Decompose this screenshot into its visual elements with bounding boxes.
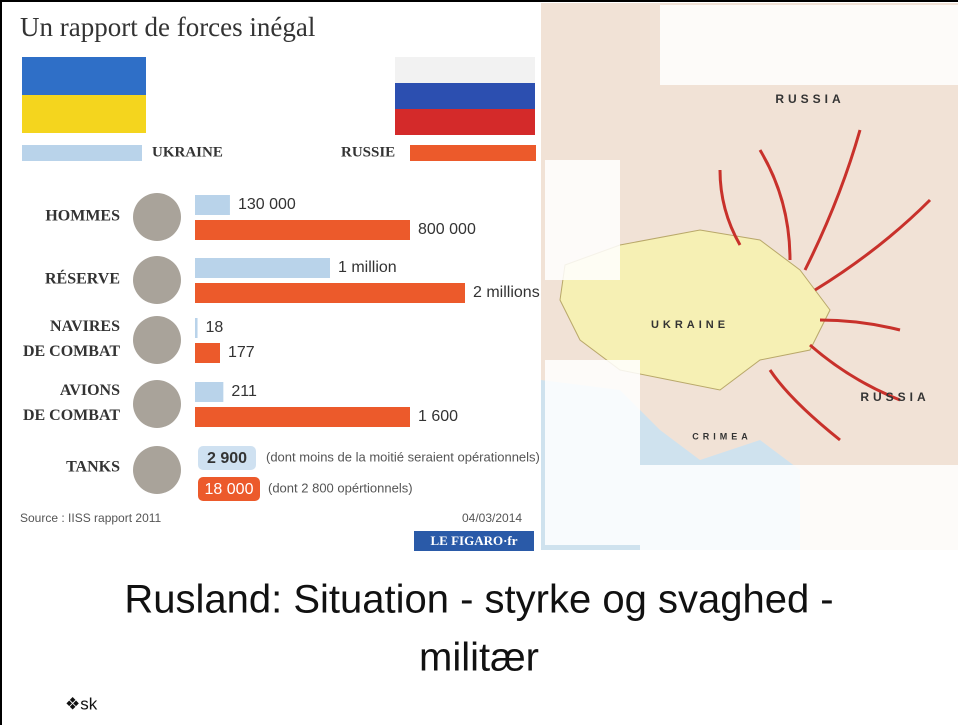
flag-ukraine [22,57,146,95]
map-text-box [545,360,640,545]
bar [195,195,230,215]
bar [195,258,330,278]
value-label: 130 000 [238,196,296,213]
date: 04/03/2014 [462,511,522,525]
row-label: HOMMES [45,208,120,225]
icon [133,380,181,428]
note: (dont 2 800 opértionnels) [268,480,413,495]
value-label: 211 [231,383,257,400]
legend-label: UKRAINE [152,144,223,160]
slide: Un rapport de forces inégal UKRAINE RUSS… [0,0,958,725]
row-label: DE COMBAT [23,407,120,424]
value-label: 177 [228,344,255,361]
bar [195,407,410,427]
note: (dont moins de la moitié seraient opérat… [266,449,540,464]
map-text-box [640,465,958,550]
bar [195,283,465,303]
logo: LE FIGARO·fr [430,533,517,548]
map-label: UKRAINE [651,319,729,331]
map-text-box [545,160,620,280]
flag-russia [395,57,535,83]
icon [133,193,181,241]
row-label: DE COMBAT [23,343,120,360]
map-label: CRIMEA [692,431,752,441]
icon [133,316,181,364]
title: Un rapport de forces inégal [20,12,315,42]
bar [195,382,223,402]
row-label: TANKS [66,459,120,476]
slide-title: militær [419,636,539,680]
legend-label: RUSSIE [341,144,395,160]
value-label: 2 900 [207,450,247,467]
legend-swatch [410,145,536,161]
value-label: 1 million [338,259,397,276]
value-label: 1 600 [418,408,458,425]
row-label: NAVIRES [50,318,120,335]
row-label: AVIONS [60,382,120,399]
flag-russia [395,109,535,135]
flag-ukraine [22,95,146,133]
bullet: ❖sk [65,694,98,713]
bar [195,318,198,338]
map-text-box [660,5,958,85]
slide-title: Rusland: Situation - styrke og svaghed - [124,578,833,622]
row-label: RÉSERVE [45,269,120,288]
bar [195,343,220,363]
map-label: RUSSIA [775,92,844,106]
flag-russia [395,83,535,109]
legend-swatch [22,145,142,161]
map-label: RUSSIA [860,390,929,404]
map [541,3,958,550]
value-label: 2 millions [473,284,540,301]
icon [133,256,181,304]
value-label: 800 000 [418,221,476,238]
value-label: 18 000 [205,481,254,498]
source: Source : IISS rapport 2011 [20,511,162,525]
icon [133,446,181,494]
value-label: 18 [206,319,224,336]
bar [195,220,410,240]
